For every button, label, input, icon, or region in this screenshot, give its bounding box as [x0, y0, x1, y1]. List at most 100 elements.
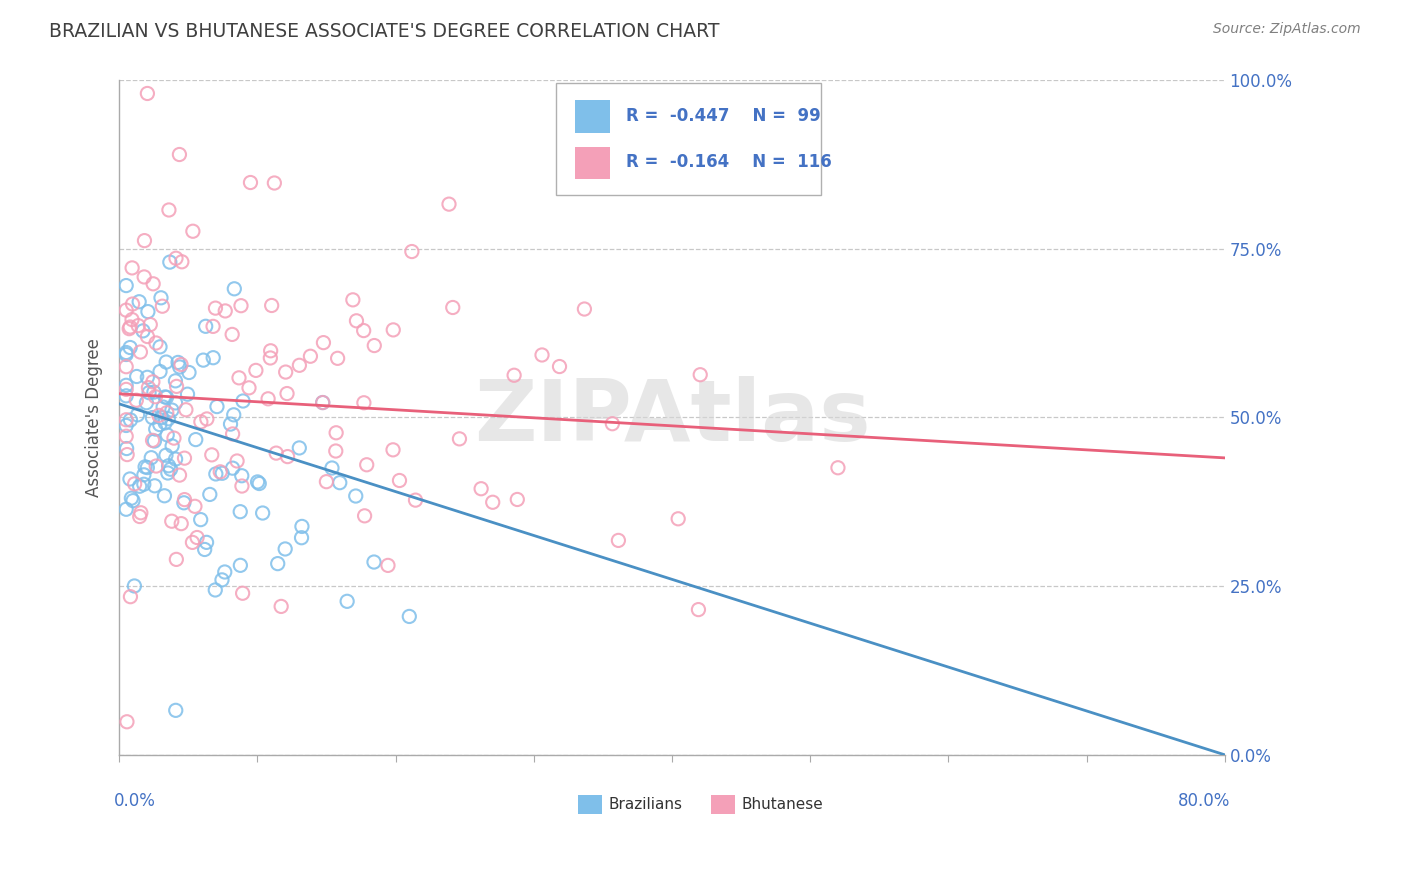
Point [170, 358, 193, 372]
Point [149, 365, 172, 379]
Point [127, 318, 149, 333]
Point [239, 176, 262, 190]
Point [229, 299, 252, 313]
Point [229, 558, 252, 573]
Text: Source: ZipAtlas.com: Source: ZipAtlas.com [1213, 22, 1361, 37]
Point [138, 385, 160, 400]
Point [382, 323, 405, 337]
Point [129, 345, 152, 359]
Point [165, 374, 187, 388]
Point [221, 426, 243, 441]
Point [153, 390, 176, 404]
Point [169, 468, 191, 483]
Point [115, 429, 138, 443]
Point [145, 390, 167, 404]
Point [120, 491, 142, 506]
Point [193, 353, 215, 368]
Point [221, 461, 243, 475]
Point [257, 392, 280, 406]
Point [170, 254, 193, 268]
Point [336, 594, 359, 608]
Point [252, 506, 274, 520]
Point [470, 482, 492, 496]
Point [211, 573, 233, 587]
Point [194, 319, 217, 334]
Point [135, 395, 157, 409]
Point [246, 475, 269, 489]
Point [219, 417, 242, 431]
Point [186, 531, 208, 545]
Point [125, 369, 148, 384]
Point [136, 460, 159, 475]
Point [231, 468, 253, 483]
Point [229, 505, 252, 519]
Point [325, 425, 347, 440]
Point [449, 432, 471, 446]
Text: BRAZILIAN VS BHUTANESE ASSOCIATE'S DEGREE CORRELATION CHART: BRAZILIAN VS BHUTANESE ASSOCIATE'S DEGRE… [49, 22, 720, 41]
Point [363, 338, 385, 352]
Point [184, 433, 207, 447]
Point [181, 224, 204, 238]
Point [398, 609, 420, 624]
Point [136, 304, 159, 318]
Point [134, 459, 156, 474]
Point [115, 303, 138, 318]
Point [274, 365, 297, 379]
Point [145, 422, 167, 436]
Point [259, 343, 281, 358]
Point [134, 269, 156, 284]
Point [226, 454, 249, 468]
Point [165, 452, 187, 467]
Text: 0.0%: 0.0% [114, 792, 156, 810]
Point [232, 586, 254, 600]
Point [142, 277, 165, 291]
Point [356, 458, 378, 472]
Point [198, 487, 221, 501]
Point [401, 244, 423, 259]
Point [177, 366, 200, 380]
Point [143, 434, 166, 448]
Point [363, 555, 385, 569]
Point [353, 396, 375, 410]
Point [228, 371, 250, 385]
Point [264, 446, 287, 460]
Point [312, 395, 335, 409]
Point [165, 252, 187, 266]
Point [115, 278, 138, 293]
Point [121, 312, 143, 326]
Point [156, 428, 179, 442]
Point [115, 383, 138, 397]
Point [382, 442, 405, 457]
Bar [710, 795, 735, 814]
Point [166, 379, 188, 393]
Point [165, 396, 187, 410]
Point [120, 320, 142, 334]
Point [194, 542, 217, 557]
Point [503, 368, 526, 383]
Point [115, 714, 138, 729]
Point [224, 282, 246, 296]
Point [148, 409, 170, 423]
Point [353, 324, 375, 338]
Point [689, 368, 711, 382]
Point [141, 434, 163, 448]
Text: R =  -0.164    N =  116: R = -0.164 N = 116 [626, 153, 831, 171]
Point [142, 385, 165, 400]
Point [238, 381, 260, 395]
Point [353, 508, 375, 523]
Point [141, 450, 163, 465]
Point [173, 496, 195, 510]
Point [129, 506, 152, 520]
Point [120, 413, 142, 427]
Text: 80.0%: 80.0% [1178, 792, 1230, 810]
Point [290, 531, 312, 545]
Point [174, 402, 197, 417]
Point [170, 516, 193, 531]
Point [481, 495, 503, 509]
Point [277, 450, 299, 464]
Point [159, 462, 181, 476]
Point [205, 400, 228, 414]
Point [145, 458, 167, 473]
Point [115, 448, 138, 462]
Point [190, 513, 212, 527]
